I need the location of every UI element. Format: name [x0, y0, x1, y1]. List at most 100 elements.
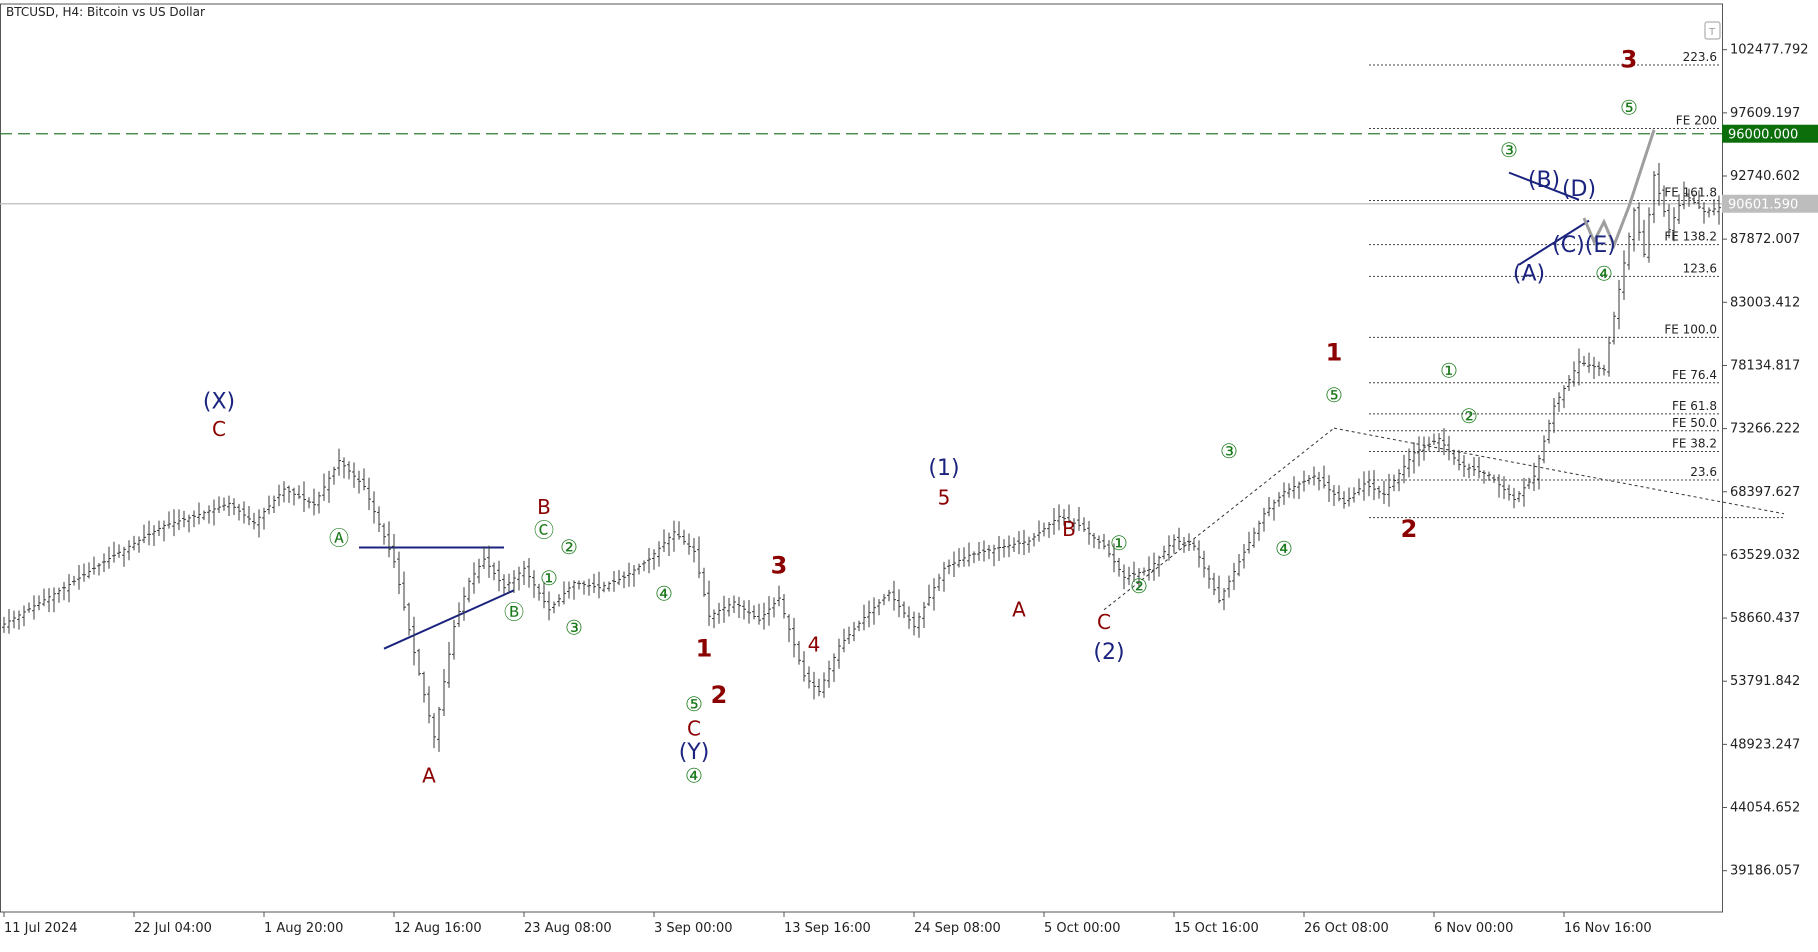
x-tick-label: 16 Nov 16:00	[1564, 921, 1652, 936]
y-tick-label: 102477.792	[1730, 43, 1809, 58]
y-tick-label: 78134.817	[1730, 358, 1800, 373]
wave-projection	[1582, 129, 1656, 250]
wave-label: (B)	[1528, 168, 1560, 193]
wave-label: A	[1012, 597, 1026, 621]
plot-area[interactable]	[0, 3, 1723, 913]
wave-label: C	[212, 417, 226, 441]
wave-label: 2	[1401, 515, 1418, 543]
fib-level-label: FE 138.2	[1664, 230, 1717, 244]
candles	[2, 163, 1721, 752]
wave-label: ②	[1130, 574, 1148, 598]
target-level-tag	[1722, 124, 1818, 143]
wave-label: B	[537, 495, 551, 519]
trend-channel-line	[1103, 427, 1335, 611]
trend-channel-line	[1333, 427, 1785, 515]
fib-level-label: 123.6	[1683, 261, 1717, 275]
wave-label: ③	[565, 615, 583, 639]
wave-label: ③	[1500, 138, 1518, 162]
x-tick-label: 12 Aug 16:00	[394, 921, 482, 936]
projection-path	[1582, 129, 1656, 250]
x-tick-label: 22 Jul 04:00	[134, 921, 212, 936]
y-tick-label: 44054.652	[1730, 801, 1800, 816]
wave-label: ③	[1220, 439, 1238, 463]
fib-level-label: FE 50.0	[1672, 416, 1717, 430]
x-tick-label: 11 Jul 2024	[4, 921, 78, 936]
wave-label: 1	[696, 634, 713, 662]
current-price-value: 90601.590	[1728, 198, 1798, 213]
fib-level-label: FE 38.2	[1672, 437, 1717, 451]
wave-label: ①	[1110, 531, 1128, 555]
wave-label: (C)(E)	[1552, 233, 1616, 258]
wave-label: C	[1097, 610, 1111, 634]
triangle-lower-line	[1518, 219, 1590, 266]
x-tick-label: 13 Sep 16:00	[784, 921, 871, 936]
time-axis[interactable]: 11 Jul 2024 22 Jul 04:00 1 Aug 20:00 12 Aug…	[3, 912, 1652, 936]
triangle-upper-line	[1508, 171, 1580, 201]
x-tick-label: 1 Aug 20:00	[264, 921, 343, 936]
wave-label: (Y)	[679, 740, 710, 765]
one-click-trading-label: T	[1708, 27, 1716, 38]
wave-label: ④	[1275, 536, 1293, 560]
x-tick-label: 26 Oct 08:00	[1304, 921, 1389, 936]
fib-level-label: FE 161.8	[1664, 186, 1717, 200]
wave-label: ④	[1595, 261, 1613, 285]
fib-level-label: FE 76.4	[1672, 368, 1717, 382]
y-tick-label: 73266.222	[1730, 422, 1800, 437]
fib-level-label: FE 100.0	[1664, 322, 1717, 336]
y-tick-label: 97609.197	[1730, 106, 1800, 121]
wave-label: (1)	[928, 456, 959, 481]
wave-label: 4	[808, 632, 821, 656]
wave-label: B	[1062, 517, 1076, 541]
wave-label: A	[422, 763, 436, 787]
wave-label: (2)	[1093, 640, 1124, 665]
chart-title: BTCUSD, H4: Bitcoin vs US Dollar	[6, 5, 205, 19]
x-tick-label: 6 Nov 00:00	[1434, 921, 1513, 936]
wave-label: ④	[655, 582, 673, 606]
y-tick-label: 48923.247	[1730, 737, 1800, 752]
one-click-trading-icon[interactable]	[1704, 21, 1721, 40]
x-tick-label: 3 Sep 00:00	[654, 921, 733, 936]
y-tick-label: 68397.627	[1730, 485, 1800, 500]
wave-label: (X)	[203, 390, 235, 415]
wave-label: ②	[560, 535, 578, 559]
wave-label: Ⓒ	[534, 518, 554, 542]
x-tick-label: 23 Aug 08:00	[524, 921, 612, 936]
x-tick-label: 15 Oct 16:00	[1174, 921, 1259, 936]
y-tick-label: 63529.032	[1730, 548, 1800, 563]
y-tick-label: 87872.007	[1730, 232, 1800, 247]
wave-label: ②	[1460, 404, 1478, 428]
trend-lines	[359, 171, 1785, 650]
wave-label: Ⓐ	[329, 526, 349, 550]
horizontal-levels: 96000.000 90601.590	[0, 124, 1818, 213]
y-tick-label: 58660.437	[1730, 611, 1800, 626]
y-tick-label: 53791.842	[1730, 674, 1800, 689]
x-tick-label: 24 Sep 08:00	[914, 921, 1001, 936]
wave-label: ①	[1440, 359, 1458, 383]
wave-label: ④	[685, 763, 703, 787]
wave-label: 1	[1326, 339, 1343, 367]
fib-level-label: 223.6	[1683, 50, 1717, 64]
wave-label: ⑤	[1620, 95, 1638, 119]
wave-label: (D)	[1562, 177, 1596, 202]
wave-label: ①	[540, 566, 558, 590]
wave-label: 3	[1621, 46, 1638, 74]
fib-levels: 223.6 FE 200 FE 161.8 FE 138.2 123.6 FE 100.0…	[1369, 50, 1784, 519]
wave-label: C	[687, 717, 701, 741]
target-level-value: 96000.000	[1728, 128, 1798, 143]
y-tick-label: 39186.057	[1730, 864, 1800, 879]
wave-label: ⑤	[685, 692, 703, 716]
wave-labels: (X)CAⒶBⒸ②①Ⓑ③④12⑤C(Y)④34(1)5BA①②C(2)③④1⑤2…	[203, 46, 1638, 788]
wave-label: ⑤	[1325, 383, 1343, 407]
wave-label: 2	[711, 681, 728, 709]
x-tick-label: 5 Oct 00:00	[1044, 921, 1120, 936]
current-price-tag	[1722, 194, 1818, 213]
fib-level-label: FE 61.8	[1672, 399, 1717, 413]
y-tick-label: 92740.602	[1730, 169, 1800, 184]
wave-label: 3	[771, 551, 788, 579]
fib-level-label: FE 200	[1676, 114, 1717, 128]
wave-label: 5	[938, 486, 951, 510]
triangle-lower-line	[383, 589, 515, 650]
price-axis[interactable]: 102477.792 97609.197 92740.602 87872.007 830…	[1722, 43, 1809, 879]
